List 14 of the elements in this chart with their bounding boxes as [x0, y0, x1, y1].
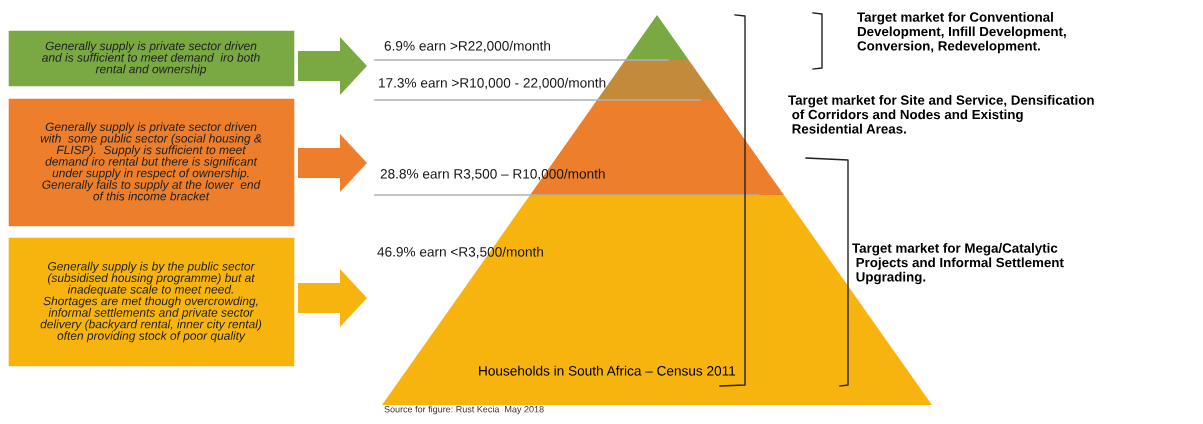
text: Generally supply is private sector driven with some public sector (social housing & FLISP). Supply is sufficient to meet demand iro rental but there is significant under supply in respect of ownership. Generally fails to supply at the lower end of this income bracket: [40, 122, 262, 201]
data-label: 17.3: [379, 78, 404, 88]
category-label: % earn >R22,000/month: [403, 40, 551, 53]
data-label: 46.9: [377, 247, 403, 257]
text: Target market for Site and Service, Densification of Corridors and Nodes and Existing Residential Areas.: [788, 95, 1094, 134]
data-label: 6.9: [384, 41, 403, 51]
source-note: Source for figure: Rust Kecia May 2018: [384, 405, 544, 415]
data-label: 28.8: [380, 169, 406, 179]
category-label: % earn >R10,000 - 22,000/month: [404, 77, 606, 90]
text: Generally supply is private sector driven and is sufficient to meet demand iro both rental and ownership: [42, 41, 260, 76]
text: Households in South Africa – Census 2011: [479, 365, 736, 376]
text: Generally supply is by the public sector (subsidised housing programme) but at inadequate scale to meet need. Shortages are met though overcrowding, informal settlements and private sector delivery (backyard rental, inner city rental) often providing stock of poor quality: [40, 261, 262, 343]
text: Target market for Mega/Catalytic Projects and Informal Settlement Upgrading.: [852, 243, 1064, 285]
text: Target market for Conventional Development, Infill Development, Conversion, Redevelopment.: [857, 12, 1066, 54]
